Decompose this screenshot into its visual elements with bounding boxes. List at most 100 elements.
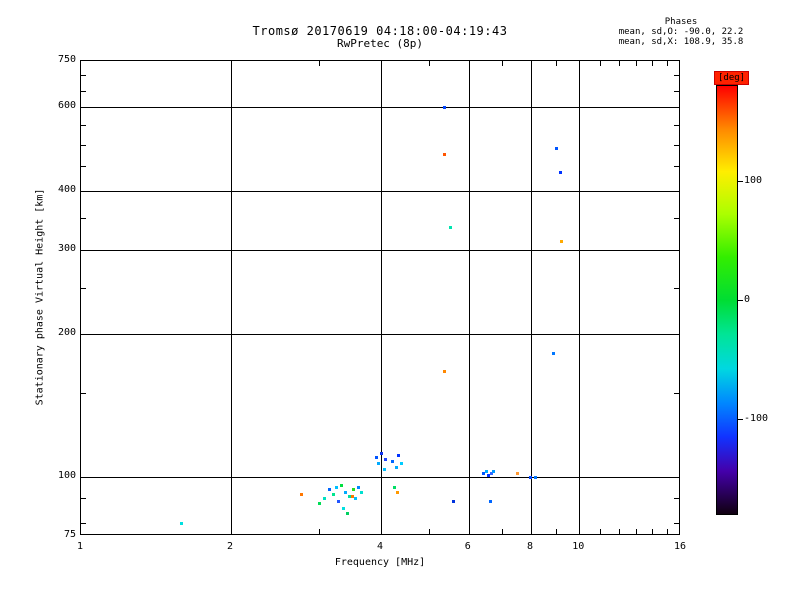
x-minor-tick xyxy=(556,61,558,66)
colorbar-tick xyxy=(738,300,743,301)
x-minor-tick xyxy=(667,529,669,534)
phase-stats-o-line: mean, sd,O: -90.0, 22.2 xyxy=(618,27,744,37)
x-minor-tick xyxy=(636,61,638,66)
x-minor-tick xyxy=(556,529,558,534)
data-point xyxy=(328,488,332,492)
y-tick-label: 750 xyxy=(57,54,76,65)
x-tick-label: 10 xyxy=(572,541,585,552)
data-point xyxy=(331,492,335,496)
x-minor-tick xyxy=(502,61,504,66)
y-tick-label: 600 xyxy=(57,100,76,112)
x-minor-tick xyxy=(667,61,669,66)
y-minor-tick xyxy=(674,498,679,500)
colorbar-tick-label: 0 xyxy=(744,294,751,305)
x-minor-tick xyxy=(429,529,431,534)
data-point xyxy=(443,369,447,373)
data-point xyxy=(560,240,564,244)
data-point xyxy=(339,484,343,488)
data-point xyxy=(551,352,555,356)
data-point xyxy=(335,486,339,490)
x-minor-tick xyxy=(599,61,601,66)
data-point xyxy=(384,457,388,461)
phase-stats-title: Phases xyxy=(664,17,698,27)
data-point xyxy=(448,225,452,229)
data-point xyxy=(382,467,386,471)
data-point xyxy=(490,471,493,475)
x-tick-label: 8 xyxy=(526,541,534,552)
data-point xyxy=(486,473,490,477)
x-minor-tick xyxy=(636,529,638,534)
data-point xyxy=(317,502,321,506)
x-minor-tick xyxy=(618,529,620,534)
data-point xyxy=(396,454,400,458)
data-point xyxy=(489,499,493,503)
x-tick-label: 16 xyxy=(673,541,687,552)
y-minor-tick xyxy=(674,287,679,289)
data-point xyxy=(481,471,485,475)
y-minor-tick xyxy=(674,124,679,126)
x-gridline xyxy=(231,61,232,534)
x-minor-tick xyxy=(652,61,654,66)
data-point xyxy=(394,465,398,469)
y-minor-tick xyxy=(81,498,86,500)
colorbar-tick xyxy=(738,419,743,421)
y-minor-tick xyxy=(81,144,86,146)
data-point xyxy=(443,152,447,156)
data-point xyxy=(346,511,350,515)
y-tick-label: 100 xyxy=(57,469,76,481)
data-point xyxy=(380,452,383,456)
data-point xyxy=(351,495,355,499)
data-point xyxy=(485,469,489,473)
data-point xyxy=(452,499,456,503)
y-minor-tick xyxy=(81,124,86,126)
data-point xyxy=(442,106,446,110)
y-axis-title: Stationary phase Virtual Height [km] xyxy=(34,188,46,406)
y-minor-tick xyxy=(674,218,679,220)
y-tick-label: 200 xyxy=(57,326,76,338)
y-minor-tick xyxy=(674,144,679,146)
data-point xyxy=(492,469,496,473)
data-point xyxy=(337,499,341,503)
y-gridline xyxy=(81,250,679,252)
data-point xyxy=(390,459,394,463)
x-minor-tick xyxy=(318,529,320,534)
colorbar-tick-label: 100 xyxy=(744,174,763,186)
y-minor-tick xyxy=(674,393,679,394)
y-gridline xyxy=(81,107,679,109)
y-tick-label: 300 xyxy=(57,243,76,255)
data-point xyxy=(528,475,532,479)
data-point xyxy=(352,488,356,492)
y-minor-tick xyxy=(81,287,86,289)
data-point xyxy=(343,490,347,494)
phase-stats-x-line: mean, sd,X: 108.9, 35.8 xyxy=(618,37,744,47)
data-point xyxy=(395,490,399,494)
data-point xyxy=(377,461,381,465)
data-point xyxy=(354,497,358,501)
y-minor-tick xyxy=(81,522,86,524)
data-point xyxy=(347,495,351,499)
x-minor-tick xyxy=(318,61,320,66)
data-point xyxy=(516,471,520,475)
x-tick-label: 6 xyxy=(464,541,471,552)
y-minor-tick xyxy=(674,522,679,524)
data-point xyxy=(555,146,559,150)
x-gridline xyxy=(531,61,532,534)
data-point xyxy=(357,486,361,490)
x-gridline xyxy=(381,61,382,534)
data-point xyxy=(393,486,397,490)
colorbar xyxy=(716,85,738,515)
y-minor-tick xyxy=(81,75,86,77)
x-minor-tick xyxy=(652,529,654,534)
x-tick-label: 4 xyxy=(376,541,384,552)
data-point xyxy=(323,497,327,501)
data-point xyxy=(399,461,403,465)
x-minor-tick xyxy=(502,529,504,534)
data-point xyxy=(559,171,563,175)
x-gridline xyxy=(579,61,581,534)
x-tick-label: 1 xyxy=(76,541,84,552)
data-point xyxy=(534,475,538,479)
x-tick-label: 2 xyxy=(226,541,234,552)
y-minor-tick xyxy=(81,90,86,92)
y-minor-tick xyxy=(81,218,86,220)
